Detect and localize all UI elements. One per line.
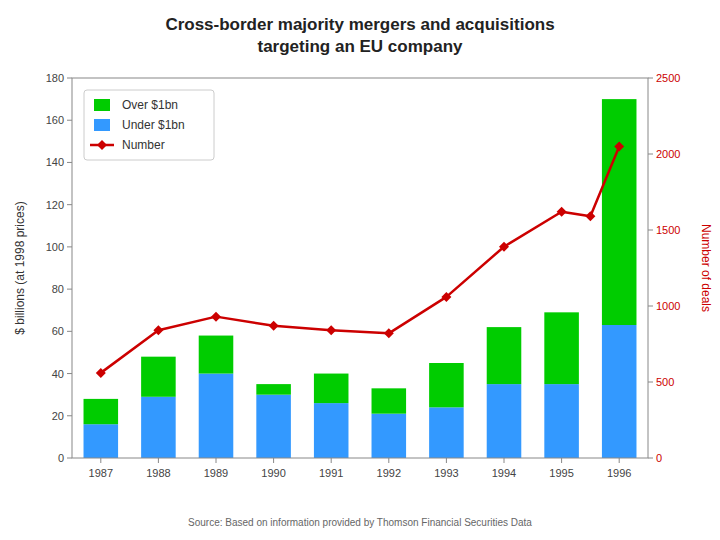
tick: [67, 289, 72, 290]
tick: [273, 458, 274, 463]
marker: [153, 325, 163, 335]
bar: [602, 99, 637, 325]
marker: [269, 321, 279, 331]
line: [101, 146, 619, 372]
bar: [256, 395, 291, 458]
bar: [314, 403, 349, 458]
tick: [158, 458, 159, 463]
axis-label: Number of deals: [699, 224, 713, 312]
bar: [84, 399, 119, 424]
tick: [648, 154, 653, 155]
legend-label: Over $1bn: [122, 98, 178, 112]
bar: [141, 357, 176, 397]
bar: [487, 384, 522, 458]
tick: [331, 458, 332, 463]
bar: [544, 384, 579, 458]
bar: [429, 407, 464, 458]
axis-label: $ billions (at 1998 prices): [13, 201, 27, 334]
tick: [446, 458, 447, 463]
legend-label: Number: [122, 138, 165, 152]
marker: [614, 141, 624, 151]
tick: [504, 458, 505, 463]
tick-label: 0: [656, 452, 662, 464]
tick-label: 1500: [656, 224, 680, 236]
tick: [388, 458, 389, 463]
tick-label: 1000: [656, 300, 680, 312]
tick-label: 0: [58, 452, 64, 464]
bar: [372, 388, 407, 413]
tick-label: 1991: [319, 467, 343, 479]
tick-label: 1992: [377, 467, 401, 479]
tick: [561, 458, 562, 463]
tick: [648, 78, 653, 79]
tick-label: 40: [52, 368, 64, 380]
bar: [602, 325, 637, 458]
legend-swatch: [97, 140, 107, 150]
tick: [67, 78, 72, 79]
bar: [487, 327, 522, 384]
tick-label: 1994: [492, 467, 516, 479]
marker: [384, 328, 394, 338]
tick-label: 2500: [656, 72, 680, 84]
marker: [326, 325, 336, 335]
tick-label: 2000: [656, 148, 680, 160]
marker: [211, 312, 221, 322]
bar: [314, 374, 349, 404]
tick: [216, 458, 217, 463]
title: Cross-border majority mergers and acquis…: [165, 15, 554, 34]
tick: [67, 246, 72, 247]
legend: Over $1bn Under $1bn Number: [84, 90, 214, 160]
tick-label: 100: [46, 241, 64, 253]
tick-label: 1993: [434, 467, 458, 479]
bar: [199, 336, 234, 374]
legend-swatch: [94, 119, 110, 131]
marker: [441, 292, 451, 302]
tick-label: 1995: [549, 467, 573, 479]
tick-label: 20: [52, 410, 64, 422]
tick-label: 1988: [146, 467, 170, 479]
tick: [67, 120, 72, 121]
tick-label: 1990: [261, 467, 285, 479]
tick-label: 1987: [89, 467, 113, 479]
tick: [67, 331, 72, 332]
bar: [141, 397, 176, 458]
tick-label: 140: [46, 156, 64, 168]
tick: [648, 230, 653, 231]
bar: [429, 363, 464, 407]
bar: [372, 414, 407, 458]
tick-label: 160: [46, 114, 64, 126]
tick: [67, 458, 72, 459]
bar: [199, 374, 234, 458]
marker: [557, 207, 567, 217]
tick-label: 500: [656, 376, 674, 388]
tick-label: 1989: [204, 467, 228, 479]
tick-label: 1996: [607, 467, 631, 479]
legend-swatch: [94, 99, 110, 111]
tick-label: 60: [52, 325, 64, 337]
tick: [619, 458, 620, 463]
tick: [67, 162, 72, 163]
tick-label: 80: [52, 283, 64, 295]
marker: [585, 211, 595, 221]
tick: [67, 204, 72, 205]
tick-label: 120: [46, 199, 64, 211]
tick: [67, 415, 72, 416]
marker: [96, 368, 106, 378]
annotation: Source: Based on information provided by…: [188, 517, 532, 528]
plot-frame: [72, 78, 648, 458]
tick-label: 180: [46, 72, 64, 84]
tick: [67, 373, 72, 374]
bar: [256, 384, 291, 395]
subtitle: targeting an EU company: [258, 37, 464, 56]
bar: [84, 424, 119, 458]
legend-box: [84, 90, 214, 160]
tick: [100, 458, 101, 463]
tick: [648, 306, 653, 307]
chart: Cross-border majority mergers and acquis…: [0, 0, 720, 540]
tick: [648, 458, 653, 459]
marker: [499, 242, 509, 252]
legend-label: Under $1bn: [122, 118, 185, 132]
tick: [648, 382, 653, 383]
bar: [544, 312, 579, 384]
